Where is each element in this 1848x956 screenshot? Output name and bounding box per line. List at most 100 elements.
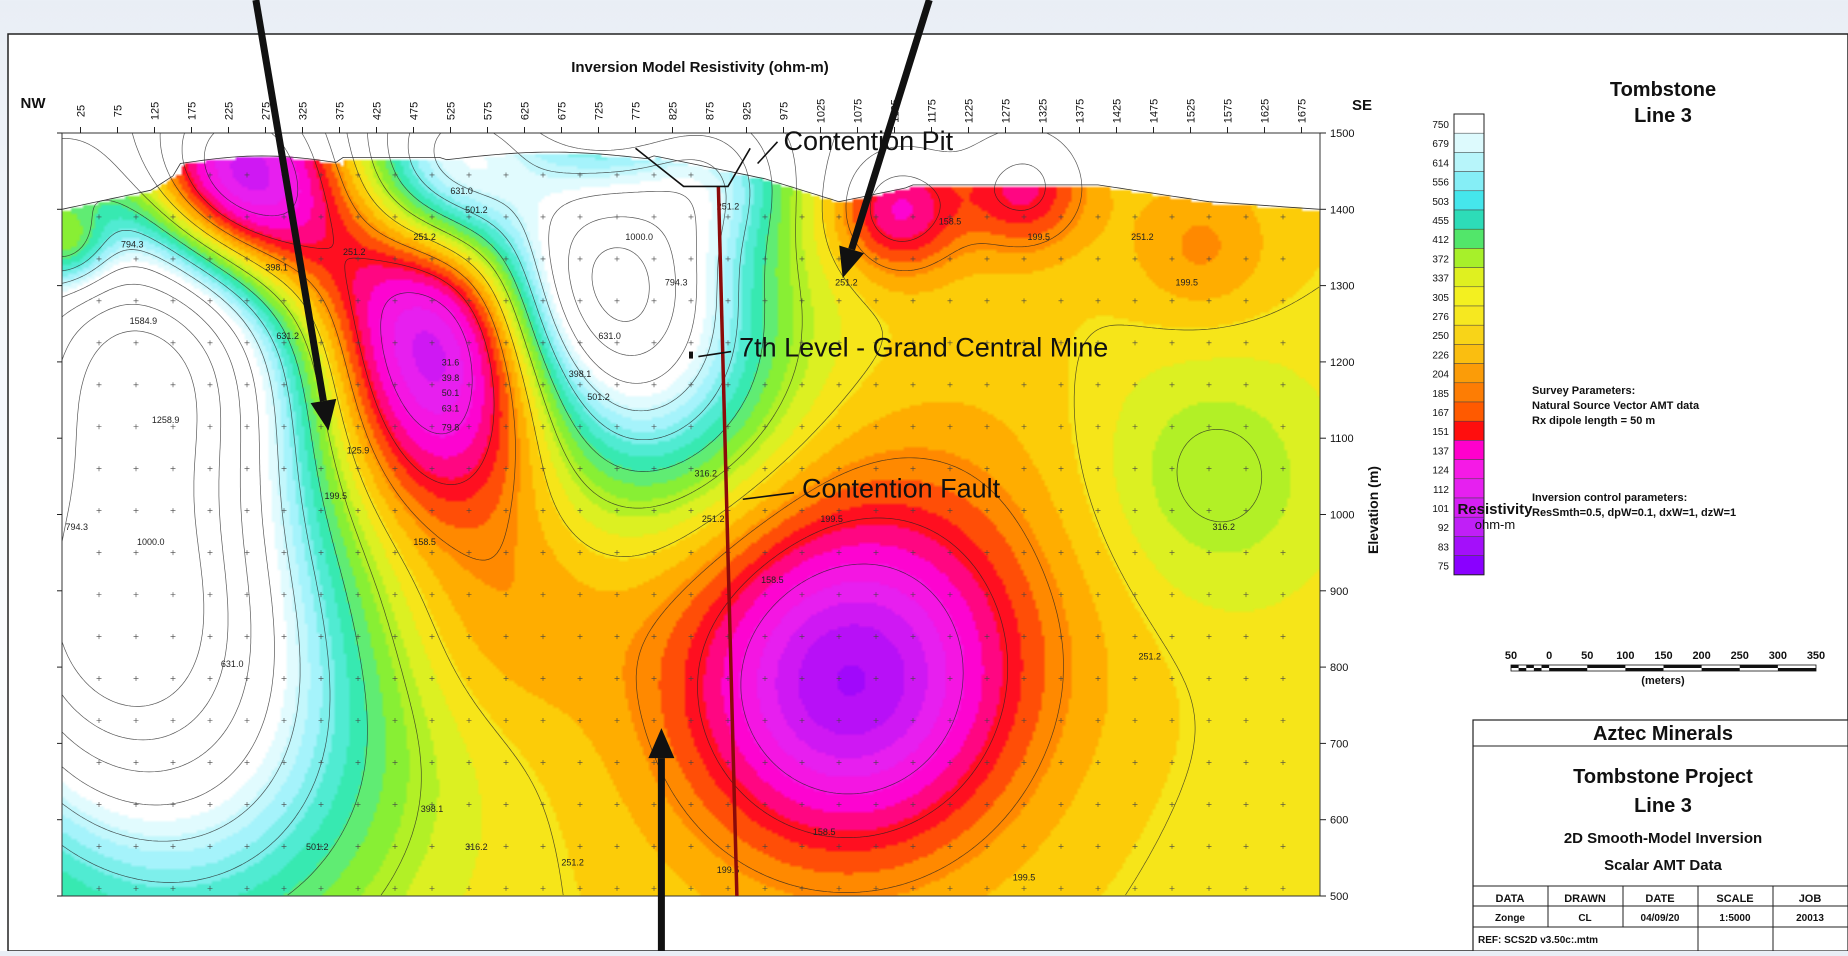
pointer-arrow-head xyxy=(648,728,675,759)
annotation-label: 7th Level - Grand Central Mine xyxy=(739,333,1108,363)
contour-lines xyxy=(61,132,1320,896)
contour-label: 631.2 xyxy=(276,331,299,341)
contour-label: 199.5 xyxy=(1176,278,1199,288)
contour-label: 316.2 xyxy=(465,842,488,852)
contour-level-1 xyxy=(203,132,964,795)
y-tick-label: 1100 xyxy=(1330,433,1354,445)
value-scale: 1:5000 xyxy=(1719,913,1751,924)
y-tick-label: 700 xyxy=(1330,738,1348,750)
contour-level-12 xyxy=(61,330,205,707)
contour-label: 251.2 xyxy=(835,278,858,288)
legend-value-label: 503 xyxy=(1432,197,1449,208)
scale-segment xyxy=(1549,668,1588,671)
contour-level-6 xyxy=(61,132,773,896)
contour-level-8 xyxy=(61,132,727,842)
project-name-line1: Tombstone Project xyxy=(1573,766,1753,788)
legend-frame xyxy=(1453,113,1485,576)
x-tick-label: 1625 xyxy=(1260,99,1272,123)
contour-label: 501.2 xyxy=(587,392,610,402)
side-title-line2: Line 3 xyxy=(1634,105,1692,127)
legend-swatch xyxy=(1453,305,1485,326)
pointer-arrow-head xyxy=(839,245,865,278)
legend-swatch xyxy=(1453,363,1485,384)
legend-value-label: 112 xyxy=(1433,485,1449,496)
contour-label: 794.3 xyxy=(66,522,89,532)
legend-swatch xyxy=(1453,344,1485,364)
legend-value-label: 556 xyxy=(1432,178,1449,189)
header-data: DATA xyxy=(1496,893,1525,905)
description-line2: Scalar AMT Data xyxy=(1604,857,1722,874)
contour-label: 251.2 xyxy=(702,514,725,524)
x-tick-label: 625 xyxy=(520,102,532,120)
x-tick-label: 675 xyxy=(557,102,569,120)
scale-label: 0 xyxy=(1546,650,1552,662)
scale-segment xyxy=(1701,668,1740,671)
contour-level-5 xyxy=(61,132,1263,896)
legend-value-label: 167 xyxy=(1432,408,1449,419)
x-tick-label: 1425 xyxy=(1112,99,1124,123)
inversion-line1: ResSmth=0.5, dpW=0.1, dxW=1, dzW=1 xyxy=(1532,507,1736,519)
legend-value-label: 185 xyxy=(1432,389,1449,400)
topography-line xyxy=(61,151,1321,210)
x-tick-label: 225 xyxy=(224,102,236,120)
direction-left-label: NW xyxy=(21,95,47,112)
legend-swatch xyxy=(1453,113,1485,134)
y-tick-label: 1500 xyxy=(1330,128,1354,140)
scale-segment xyxy=(1777,668,1816,671)
annotation-label: Contention Fault xyxy=(802,474,1001,504)
x-tick-label: 975 xyxy=(779,102,791,120)
contour-labels: 251.2 251.2 631.0 501.2 1584.9 1258.9 1000.0 79… xyxy=(66,186,1236,883)
legend-value-label: 372 xyxy=(1432,254,1449,265)
value-date: 04/09/20 xyxy=(1641,913,1680,924)
x-tick-label: 425 xyxy=(372,102,384,120)
legend-swatch xyxy=(1453,286,1485,307)
legend-value-label: 337 xyxy=(1432,274,1449,285)
station-marker-grid xyxy=(96,172,1286,891)
contour-label: 398.1 xyxy=(421,804,444,814)
scale-label: 300 xyxy=(1769,650,1787,662)
contour-label: 631.0 xyxy=(598,331,621,341)
x-tick-label: 475 xyxy=(409,102,421,120)
scale-label: 350 xyxy=(1807,650,1825,662)
legend-value-label: 455 xyxy=(1432,216,1449,227)
contour-label: 1584.9 xyxy=(130,316,158,326)
legend-value-label: 679 xyxy=(1432,139,1449,150)
scale-unit: (meters) xyxy=(1641,675,1685,687)
scale-label: 100 xyxy=(1616,650,1634,662)
contour-label: 199.5 xyxy=(1028,232,1051,242)
scale-label: 150 xyxy=(1654,650,1672,662)
contour-label: 794.3 xyxy=(121,239,144,249)
value-data: Zonge xyxy=(1495,913,1525,924)
annotation-leader xyxy=(698,350,732,358)
legend-value-label: 83 xyxy=(1438,542,1450,553)
chart-title: Inversion Model Resistivity (ohm-m) xyxy=(571,59,829,76)
axes: 25 75 125 175 225 275 325 375 425 475 525 575 625 675… xyxy=(57,99,1354,903)
scale-bar: 50 0 50 100 150 200 250 300 350 xyxy=(1505,650,1825,672)
x-tick-label: 1325 xyxy=(1038,99,1050,123)
survey-line1: Natural Source Vector AMT data xyxy=(1532,400,1700,412)
header-scale: SCALE xyxy=(1716,893,1753,905)
contour-label: 199.5 xyxy=(820,514,843,524)
annotation-leader xyxy=(757,141,779,165)
contention-pit-outline xyxy=(635,147,751,188)
legend-swatch xyxy=(1453,267,1485,288)
contour-label: 251.2 xyxy=(413,232,436,242)
scale-segment xyxy=(1533,668,1542,671)
scale-segment xyxy=(1541,665,1550,668)
x-tick-label: 325 xyxy=(298,102,310,120)
contour-label: 31.6 xyxy=(442,358,460,368)
contour-label: 794.3 xyxy=(665,278,688,288)
legend-value-label: 750 xyxy=(1432,120,1449,131)
contour-label: 251.2 xyxy=(561,857,584,867)
contour-label: 199.5 xyxy=(1013,873,1036,883)
project-name-line2: Line 3 xyxy=(1634,795,1692,817)
y-tick-label: 1300 xyxy=(1330,281,1354,293)
legend-swatch xyxy=(1453,171,1485,192)
legend-swatch xyxy=(1453,209,1485,230)
scale-outline xyxy=(1510,664,1817,672)
x-tick-label: 1575 xyxy=(1223,99,1235,123)
contour-label: 316.2 xyxy=(1213,522,1236,532)
legend-swatch xyxy=(1453,228,1485,249)
legend-swatch xyxy=(1453,132,1485,153)
x-tick-label: 1225 xyxy=(964,99,976,123)
